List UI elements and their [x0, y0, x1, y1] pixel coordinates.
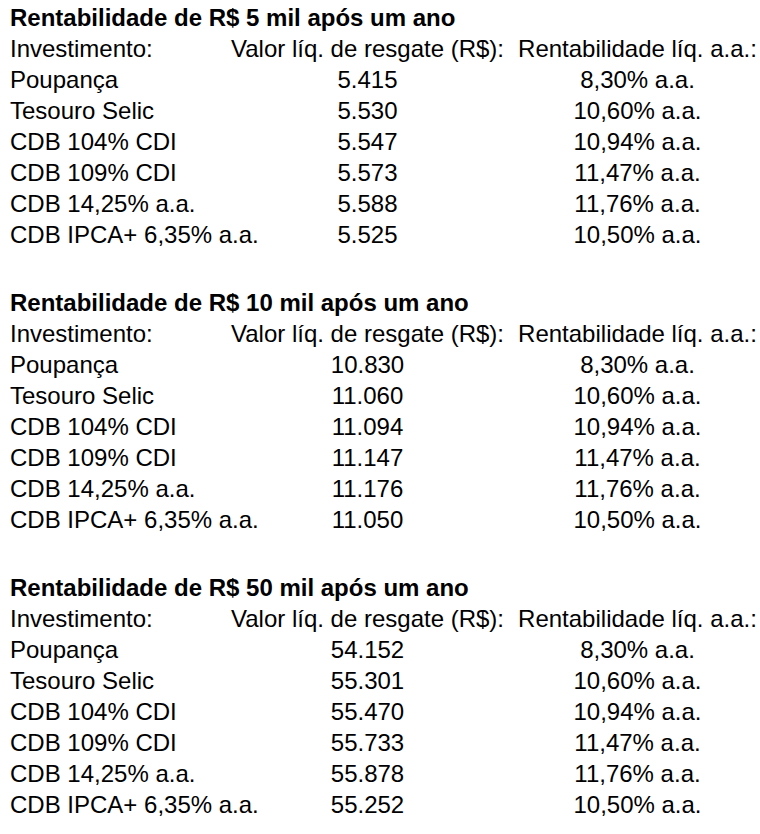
cell-rentabilidade: 11,76% a.a. [515, 473, 760, 504]
cell-rentabilidade: 10,60% a.a. [515, 380, 760, 411]
cell-rentabilidade: 10,60% a.a. [515, 665, 760, 696]
cell-investimento: CDB 14,25% a.a. [10, 758, 220, 789]
cell-valor: 5.525 [220, 219, 515, 250]
column-header-valor-resgate: Valor líq. de resgate (R$): [220, 603, 515, 634]
cell-rentabilidade: 10,94% a.a. [515, 411, 760, 442]
cell-rentabilidade: 10,94% a.a. [515, 696, 760, 727]
cell-valor: 55.301 [220, 665, 515, 696]
table-row: Tesouro Selic 55.301 10,60% a.a. [10, 665, 760, 696]
section-title: Rentabilidade de R$ 5 mil após um ano [10, 2, 760, 33]
cell-investimento: Poupança [10, 349, 220, 380]
cell-rentabilidade: 10,50% a.a. [515, 219, 760, 250]
cell-rentabilidade: 8,30% a.a. [515, 64, 760, 95]
table-row: CDB 104% CDI 55.470 10,94% a.a. [10, 696, 760, 727]
table-row: Tesouro Selic 11.060 10,60% a.a. [10, 380, 760, 411]
cell-valor: 55.470 [220, 696, 515, 727]
section-title: Rentabilidade de R$ 50 mil após um ano [10, 572, 760, 603]
cell-rentabilidade: 10,60% a.a. [515, 95, 760, 126]
cell-investimento: CDB IPCA+ 6,35% a.a. [10, 789, 220, 820]
section-title: Rentabilidade de R$ 10 mil após um ano [10, 287, 760, 318]
cell-investimento: Tesouro Selic [10, 380, 220, 411]
table-header-row: Investimento: Valor líq. de resgate (R$)… [10, 33, 760, 64]
column-header-investimento: Investimento: [10, 318, 220, 349]
cell-valor: 10.830 [220, 349, 515, 380]
table-row: CDB 14,25% a.a. 55.878 11,76% a.a. [10, 758, 760, 789]
cell-valor: 55.733 [220, 727, 515, 758]
cell-investimento: CDB 109% CDI [10, 442, 220, 473]
cell-valor: 54.152 [220, 634, 515, 665]
cell-investimento: CDB 104% CDI [10, 696, 220, 727]
section-50-mil: Rentabilidade de R$ 50 mil após um ano I… [10, 572, 760, 820]
cell-valor: 55.252 [220, 789, 515, 820]
cell-investimento: CDB IPCA+ 6,35% a.a. [10, 504, 220, 535]
cell-rentabilidade: 11,47% a.a. [515, 442, 760, 473]
table-row: Tesouro Selic 5.530 10,60% a.a. [10, 95, 760, 126]
table-row: CDB 109% CDI 5.573 11,47% a.a. [10, 157, 760, 188]
table-row: Poupança 5.415 8,30% a.a. [10, 64, 760, 95]
cell-rentabilidade: 11,76% a.a. [515, 758, 760, 789]
cell-valor: 11.050 [220, 504, 515, 535]
cell-rentabilidade: 8,30% a.a. [515, 634, 760, 665]
cell-valor: 5.547 [220, 126, 515, 157]
cell-rentabilidade: 10,50% a.a. [515, 504, 760, 535]
cell-valor: 5.573 [220, 157, 515, 188]
cell-investimento: CDB 104% CDI [10, 411, 220, 442]
column-header-valor-resgate: Valor líq. de resgate (R$): [220, 318, 515, 349]
cell-investimento: Poupança [10, 634, 220, 665]
cell-rentabilidade: 11,47% a.a. [515, 157, 760, 188]
cell-investimento: CDB 109% CDI [10, 157, 220, 188]
table-row: CDB 14,25% a.a. 11.176 11,76% a.a. [10, 473, 760, 504]
cell-valor: 5.530 [220, 95, 515, 126]
cell-investimento: CDB 109% CDI [10, 727, 220, 758]
column-header-valor-resgate: Valor líq. de resgate (R$): [220, 33, 515, 64]
cell-investimento: Poupança [10, 64, 220, 95]
table-row: CDB IPCA+ 6,35% a.a. 5.525 10,50% a.a. [10, 219, 760, 250]
table-row: Poupança 54.152 8,30% a.a. [10, 634, 760, 665]
cell-valor: 55.878 [220, 758, 515, 789]
table-row: CDB 104% CDI 5.547 10,94% a.a. [10, 126, 760, 157]
column-header-rentabilidade: Rentabilidade líq. a.a.: [515, 33, 760, 64]
cell-investimento: CDB IPCA+ 6,35% a.a. [10, 219, 220, 250]
cell-valor: 5.415 [220, 64, 515, 95]
cell-valor: 11.094 [220, 411, 515, 442]
column-header-rentabilidade: Rentabilidade líq. a.a.: [515, 318, 760, 349]
table-row: CDB 109% CDI 11.147 11,47% a.a. [10, 442, 760, 473]
table-header-row: Investimento: Valor líq. de resgate (R$)… [10, 318, 760, 349]
cell-rentabilidade: 11,47% a.a. [515, 727, 760, 758]
table-header-row: Investimento: Valor líq. de resgate (R$)… [10, 603, 760, 634]
table-row: CDB 14,25% a.a. 5.588 11,76% a.a. [10, 188, 760, 219]
column-header-investimento: Investimento: [10, 603, 220, 634]
cell-investimento: CDB 104% CDI [10, 126, 220, 157]
table-row: CDB IPCA+ 6,35% a.a. 55.252 10,50% a.a. [10, 789, 760, 820]
cell-rentabilidade: 10,50% a.a. [515, 789, 760, 820]
cell-investimento: CDB 14,25% a.a. [10, 188, 220, 219]
table-row: CDB 109% CDI 55.733 11,47% a.a. [10, 727, 760, 758]
cell-investimento: Tesouro Selic [10, 95, 220, 126]
cell-rentabilidade: 8,30% a.a. [515, 349, 760, 380]
column-header-investimento: Investimento: [10, 33, 220, 64]
cell-valor: 11.176 [220, 473, 515, 504]
table-row: CDB IPCA+ 6,35% a.a. 11.050 10,50% a.a. [10, 504, 760, 535]
cell-investimento: Tesouro Selic [10, 665, 220, 696]
cell-rentabilidade: 11,76% a.a. [515, 188, 760, 219]
section-10-mil: Rentabilidade de R$ 10 mil após um ano I… [10, 287, 760, 535]
cell-valor: 11.147 [220, 442, 515, 473]
cell-valor: 11.060 [220, 380, 515, 411]
cell-rentabilidade: 10,94% a.a. [515, 126, 760, 157]
section-5-mil: Rentabilidade de R$ 5 mil após um ano In… [10, 2, 760, 250]
cell-valor: 5.588 [220, 188, 515, 219]
table-row: Poupança 10.830 8,30% a.a. [10, 349, 760, 380]
column-header-rentabilidade: Rentabilidade líq. a.a.: [515, 603, 760, 634]
cell-investimento: CDB 14,25% a.a. [10, 473, 220, 504]
table-row: CDB 104% CDI 11.094 10,94% a.a. [10, 411, 760, 442]
